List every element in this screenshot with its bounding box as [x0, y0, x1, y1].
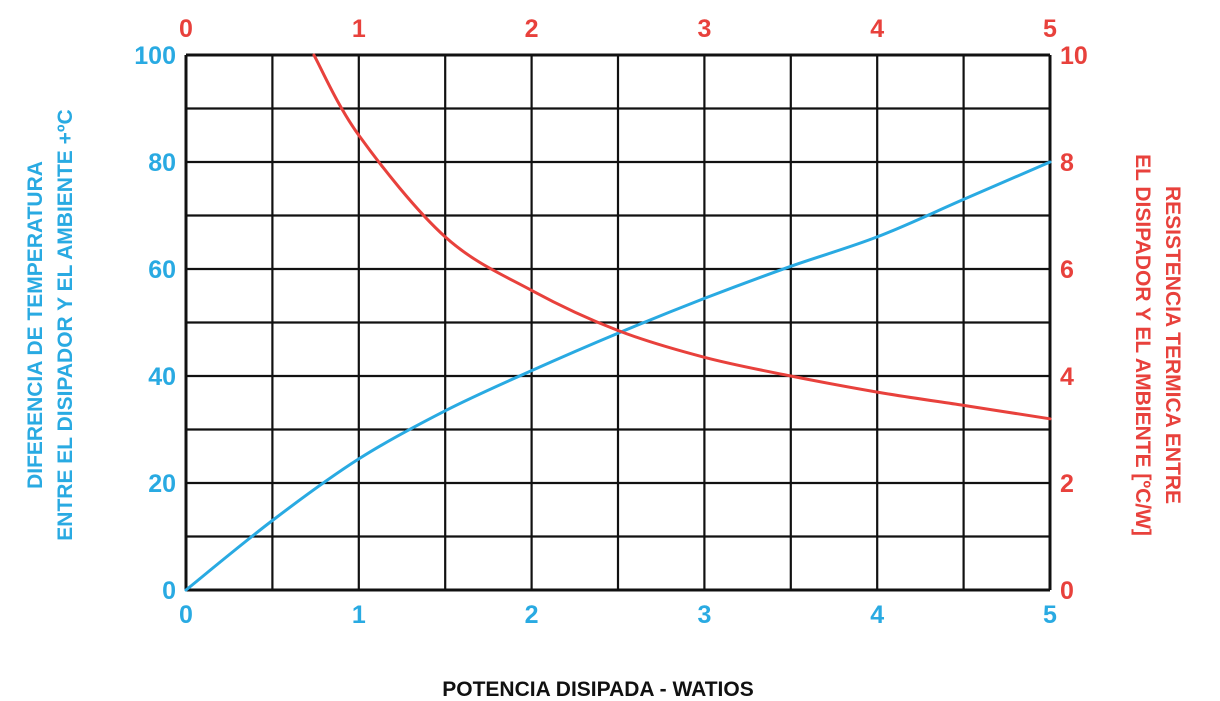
y-tick-label-right: 2	[1060, 470, 1074, 498]
left-axis-title: DIFERENCIA DE TEMPERATURA ENTRE EL DISIP…	[24, 109, 77, 540]
curves	[184, 53, 1052, 592]
right-axis-title-line-1: RESISTENCIA TERMICA ENTRE	[1161, 186, 1184, 504]
right-axis-title-line-2: EL DISIPADOR Y EL AMBIENTE [ºC/W]	[1131, 154, 1154, 536]
x-tick-label-top: 5	[1043, 15, 1057, 43]
y-tick-label-right: 8	[1060, 149, 1074, 177]
x-tick-label-bottom: 2	[525, 601, 539, 629]
thermal-resistance-curve	[312, 53, 1052, 421]
x-tick-label-bottom: 5	[1043, 601, 1057, 629]
y-tick-label-left: 0	[162, 577, 176, 605]
y-tick-label-left: 60	[148, 256, 176, 284]
x-tick-label-top: 3	[697, 15, 711, 43]
plot-grid	[184, 53, 1052, 592]
y-tick-label-left: 40	[148, 363, 176, 391]
y-tick-label-right: 6	[1060, 256, 1074, 284]
x-tick-label-bottom: 4	[870, 601, 884, 629]
left-axis-title-line-2: ENTRE EL DISIPADOR Y EL AMBIENTE +ºC	[54, 109, 77, 540]
x-tick-label-bottom: 3	[697, 601, 711, 629]
x-tick-label-top: 2	[525, 15, 539, 43]
temperature-difference-curve	[184, 160, 1052, 592]
y-tick-label-left: 100	[134, 42, 176, 70]
right-axis-title: RESISTENCIA TERMICA ENTRE EL DISIPADOR Y…	[1131, 154, 1184, 536]
x-tick-label-top: 1	[352, 15, 366, 43]
x-axis-title: POTENCIA DISIPADA - WATIOS	[442, 678, 754, 701]
left-axis-title-line-1: DIFERENCIA DE TEMPERATURA	[24, 161, 47, 489]
x-tick-label-bottom: 1	[352, 601, 366, 629]
x-tick-label-bottom: 0	[179, 601, 193, 629]
y-tick-label-left: 20	[148, 470, 176, 498]
x-tick-label-top: 0	[179, 15, 193, 43]
y-tick-label-left: 80	[148, 149, 176, 177]
y-tick-label-right: 0	[1060, 577, 1074, 605]
x-tick-label-top: 4	[870, 15, 884, 43]
y-tick-label-right: 10	[1060, 42, 1088, 70]
y-tick-label-right: 4	[1060, 363, 1074, 391]
